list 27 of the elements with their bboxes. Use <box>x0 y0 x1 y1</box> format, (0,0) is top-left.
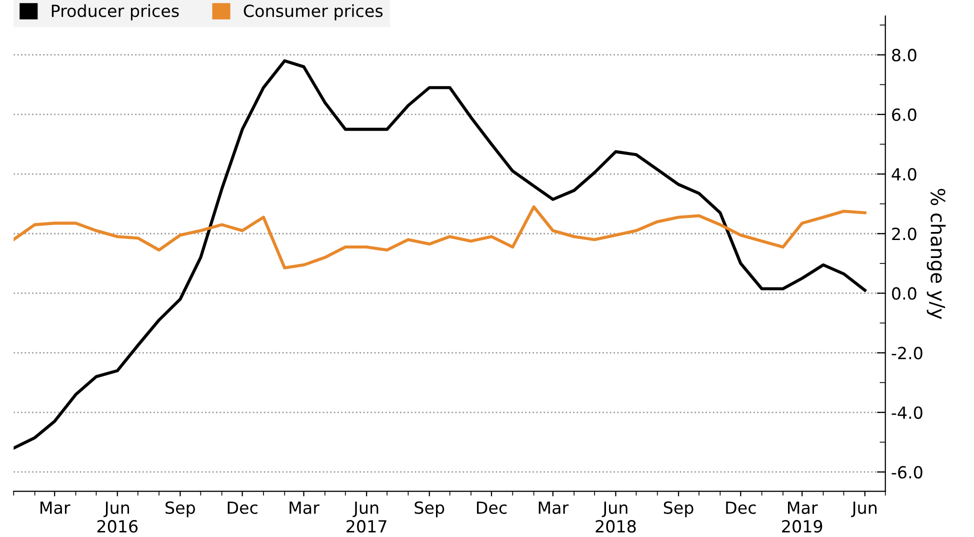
y-tick-label: 6.0 <box>892 108 916 122</box>
x-tick-label: Mar <box>40 502 70 514</box>
x-tick-label: Sep <box>414 501 444 518</box>
x-tick-label: Mar <box>538 502 569 514</box>
x-tick-label: Jun 2018 <box>596 502 636 533</box>
x-tick-label: Dec <box>476 502 507 514</box>
y-tick-label: 8.0 <box>892 48 916 62</box>
y-tick-label: -4.0 <box>892 406 922 419</box>
y-axis-title: % change y/y <box>926 188 946 320</box>
y-tick-label: -2.0 <box>892 346 922 360</box>
line-series <box>14 205 866 270</box>
x-tick-label: Sep <box>166 501 195 518</box>
y-tick-label: 2.0 <box>892 228 916 240</box>
x-tick-label: Dec <box>228 502 258 514</box>
y-tick-label: 4.0 <box>892 168 916 181</box>
x-tick-label: Jun 2016 <box>97 502 138 533</box>
legend-label: Consumer prices <box>244 4 383 20</box>
x-tick-label: Jun <box>851 502 876 518</box>
x-tick-label: Dec <box>726 502 756 514</box>
x-tick-label: Jun 2017 <box>346 502 386 533</box>
y-tick-label: 0.0 <box>892 287 916 300</box>
x-tick-label: Mar <box>290 502 320 514</box>
y-tick-label: -6.0 <box>892 466 922 479</box>
legend-label: Producer prices <box>52 4 179 20</box>
x-tick-label: Mar 2019 <box>782 502 822 533</box>
line-series <box>14 59 866 450</box>
x-tick-label: Sep <box>664 501 694 518</box>
